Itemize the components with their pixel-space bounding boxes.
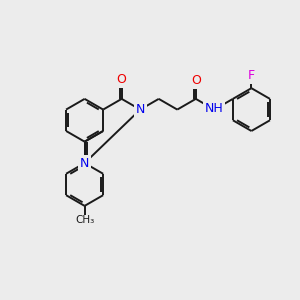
Text: F: F [248,69,255,82]
Text: N: N [80,157,89,169]
Text: O: O [191,74,201,87]
Text: NH: NH [205,102,224,115]
Text: N: N [136,103,145,116]
Text: CH₃: CH₃ [75,215,94,225]
Text: O: O [117,73,127,86]
